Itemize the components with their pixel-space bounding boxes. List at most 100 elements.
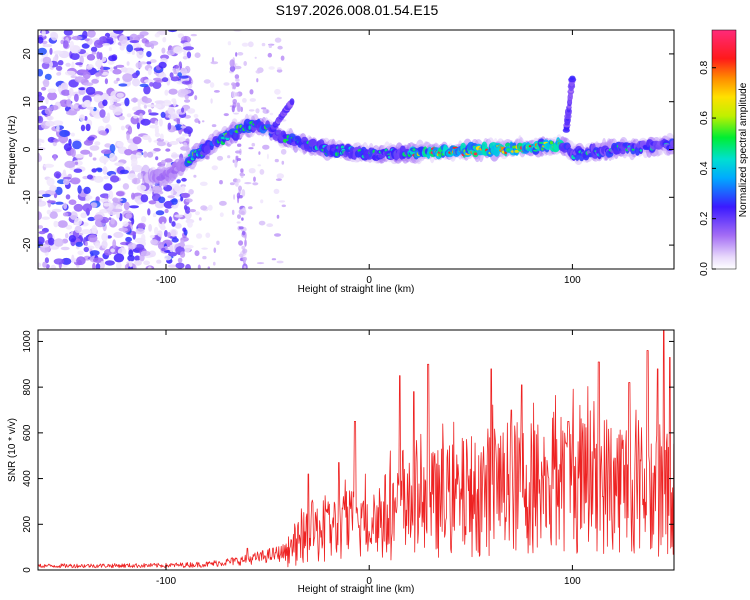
noise-speckle: [107, 96, 113, 101]
noise-speckle: [38, 236, 45, 245]
noise-speckle: [137, 99, 141, 108]
noise-speckle: [46, 177, 55, 187]
noise-speckle: [277, 67, 282, 70]
noise-speckle: [70, 177, 81, 185]
noise-speckle: [235, 78, 240, 82]
noise-speckle: [276, 96, 282, 100]
noise-speckle: [147, 266, 152, 269]
noise-speckle: [85, 197, 90, 202]
noise-speckle: [168, 216, 172, 224]
noise-speckle: [219, 212, 224, 217]
noise-speckle: [237, 52, 244, 56]
noise-speckle: [200, 205, 208, 211]
noise-speckle: [100, 149, 112, 155]
signal-core: [528, 145, 532, 148]
noise-speckle: [95, 263, 101, 269]
noise-speckle: [139, 113, 143, 118]
noise-speckle: [242, 256, 248, 262]
noise-speckle: [168, 88, 178, 95]
noise-speckle: [73, 203, 84, 212]
noise-speckle: [38, 262, 42, 268]
noise-speckle: [93, 214, 104, 222]
noise-speckle: [108, 190, 114, 200]
noise-speckle: [201, 247, 209, 250]
noise-speckle: [92, 262, 96, 269]
noise-speckle: [158, 216, 167, 225]
noise-speckle: [240, 210, 245, 215]
noise-speckle: [135, 61, 143, 69]
noise-speckle: [181, 107, 185, 113]
noise-speckle: [101, 240, 108, 249]
noise-speckle: [38, 230, 46, 235]
noise-speckle: [91, 168, 97, 173]
noise-speckle: [177, 257, 183, 263]
noise-speckle: [82, 82, 94, 86]
noise-speckle: [112, 197, 119, 203]
noise-speckle: [53, 171, 62, 179]
noise-speckle: [141, 233, 146, 242]
noise-speckle: [188, 189, 194, 195]
noise-speckle: [134, 244, 145, 251]
noise-speckle: [96, 51, 101, 60]
snr-y-axis-label: SNR (10 * v/v): [7, 418, 18, 482]
noise-speckle: [276, 173, 284, 179]
noise-speckle: [241, 230, 246, 236]
noise-speckle: [38, 211, 42, 221]
noise-speckle: [176, 118, 181, 125]
spectrogram-y-tick-label: 20: [22, 48, 33, 60]
noise-speckle: [82, 203, 93, 212]
noise-speckle: [276, 260, 284, 264]
noise-speckle: [280, 55, 285, 61]
noise-speckle: [154, 132, 161, 138]
noise-speckle: [38, 190, 47, 195]
noise-speckle: [57, 85, 63, 93]
noise-speckle: [74, 93, 79, 102]
noise-speckle: [183, 46, 194, 51]
colorbar-label: Normalized spectral amplitude: [738, 82, 749, 217]
noise-speckle: [45, 120, 55, 127]
noise-speckle: [235, 150, 241, 154]
signal-blob: [575, 153, 580, 161]
noise-speckle: [143, 151, 148, 158]
noise-speckle: [65, 233, 69, 239]
noise-speckle: [87, 216, 96, 222]
noise-speckle: [266, 109, 269, 114]
noise-speckle: [193, 174, 197, 178]
noise-speckle: [64, 160, 76, 168]
noise-speckle: [83, 186, 91, 194]
noise-speckle: [170, 76, 180, 82]
noise-speckle: [156, 141, 166, 147]
noise-speckle: [74, 225, 82, 234]
noise-speckle: [69, 87, 74, 97]
noise-speckle: [117, 247, 127, 255]
noise-speckle: [61, 257, 72, 265]
noise-speckle: [181, 80, 192, 85]
signal-core: [514, 149, 520, 153]
noise-speckle: [180, 251, 186, 258]
noise-speckle: [231, 105, 235, 113]
noise-speckle: [201, 120, 205, 123]
noise-speckle: [248, 168, 256, 174]
noise-speckle: [73, 168, 83, 173]
noise-speckle: [148, 224, 153, 232]
noise-speckle: [196, 233, 203, 239]
noise-speckle: [150, 239, 159, 245]
noise-speckle: [236, 178, 241, 183]
noise-speckle: [116, 77, 120, 82]
noise-speckle: [261, 42, 266, 47]
noise-speckle: [233, 194, 236, 200]
noise-speckle: [38, 225, 44, 229]
colorbar: 0.0 0.2 0.4 0.6 0.8 Normalized spectral ampl…: [699, 29, 749, 276]
noise-speckle: [253, 176, 256, 182]
noise-speckle: [186, 143, 190, 148]
noise-speckle: [108, 217, 112, 221]
noise-speckle: [171, 198, 178, 205]
noise-speckle: [131, 177, 141, 185]
noise-speckle: [132, 78, 140, 87]
snr-y-tick-label: 400: [22, 470, 33, 487]
noise-speckle: [280, 148, 287, 155]
snr-x-tick-label: 0: [366, 576, 372, 587]
noise-speckle: [84, 38, 90, 42]
noise-speckle: [180, 192, 191, 199]
noise-speckle: [167, 106, 174, 115]
